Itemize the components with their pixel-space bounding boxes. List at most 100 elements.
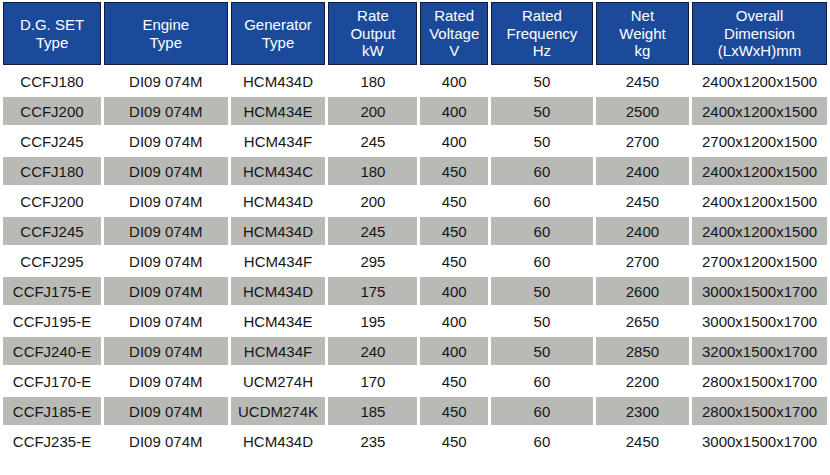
table-cell: 2450 <box>596 427 689 455</box>
table-row: CCFJ235-EDI09 074MHCM434D235450602450300… <box>3 427 827 455</box>
table-cell: 2700 <box>596 247 689 275</box>
table-cell: CCFJ200 <box>3 97 101 125</box>
table-cell: UCM274H <box>231 367 326 395</box>
table-row: CCFJ180DI09 074MHCM434C1804506024002400x… <box>3 157 827 185</box>
table-cell: 3000x1500x1700 <box>692 307 827 335</box>
table-cell: HCM434D <box>231 427 326 455</box>
table-cell: 2400 <box>596 217 689 245</box>
table-cell: 400 <box>420 337 487 365</box>
table-cell: HCM434E <box>231 307 326 335</box>
table-cell: CCFJ180 <box>3 157 101 185</box>
table-cell: 245 <box>328 127 417 155</box>
header-row: D.G. SET Type Engine Type Generator Type… <box>3 2 827 65</box>
table-cell: CCFJ180 <box>3 67 101 95</box>
table-row: CCFJ200DI09 074MHCM434E2004005025002400x… <box>3 97 827 125</box>
table-cell: 2400x1200x1500 <box>692 217 827 245</box>
table-header: D.G. SET Type Engine Type Generator Type… <box>3 2 827 65</box>
table-cell: 50 <box>491 97 593 125</box>
table-cell: 2400x1200x1500 <box>692 187 827 215</box>
table-cell: CCFJ185-E <box>3 397 101 425</box>
table-cell: HCM434D <box>231 67 326 95</box>
table-cell: 235 <box>328 427 417 455</box>
table-cell: DI09 074M <box>104 247 228 275</box>
table-cell: 60 <box>491 157 593 185</box>
table-cell: DI09 074M <box>104 217 228 245</box>
column-header-rated-frequency: Rated Frequency Hz <box>491 2 593 65</box>
table-cell: DI09 074M <box>104 427 228 455</box>
table-cell: 450 <box>420 397 487 425</box>
table-cell: 450 <box>420 247 487 275</box>
table-cell: 3000x1500x1700 <box>692 277 827 305</box>
column-header-net-weight: Net Weight kg <box>596 2 689 65</box>
table-cell: DI09 074M <box>104 337 228 365</box>
table-cell: 50 <box>491 337 593 365</box>
dg-set-spec-table: D.G. SET Type Engine Type Generator Type… <box>0 0 830 457</box>
table-cell: 450 <box>420 187 487 215</box>
table-cell: 240 <box>328 337 417 365</box>
table-cell: 50 <box>491 307 593 335</box>
column-header-generator-type: Generator Type <box>231 2 326 65</box>
table-cell: 185 <box>328 397 417 425</box>
table-cell: DI09 074M <box>104 367 228 395</box>
table-cell: CCFJ200 <box>3 187 101 215</box>
table-cell: 2600 <box>596 277 689 305</box>
table-cell: CCFJ245 <box>3 127 101 155</box>
table-cell: CCFJ175-E <box>3 277 101 305</box>
table-row: CCFJ200DI09 074MHCM434D2004506024502400x… <box>3 187 827 215</box>
table-row: CCFJ295DI09 074MHCM434F2954506027002700x… <box>3 247 827 275</box>
table-cell: 60 <box>491 187 593 215</box>
table-cell: 200 <box>328 187 417 215</box>
table-cell: HCM434D <box>231 187 326 215</box>
table-cell: 2700x1200x1500 <box>692 127 827 155</box>
table-cell: CCFJ295 <box>3 247 101 275</box>
table-cell: 2800x1500x1700 <box>692 397 827 425</box>
table-row: CCFJ195-EDI09 074MHCM434E195400502650300… <box>3 307 827 335</box>
table-cell: 3000x1500x1700 <box>692 427 827 455</box>
table-cell: 2450 <box>596 67 689 95</box>
table-cell: 175 <box>328 277 417 305</box>
table-cell: 450 <box>420 217 487 245</box>
table-row: CCFJ240-EDI09 074MHCM434F240400502850320… <box>3 337 827 365</box>
column-header-rated-voltage: Rated Voltage V <box>420 2 487 65</box>
table-cell: 2400x1200x1500 <box>692 97 827 125</box>
table-cell: HCM434F <box>231 337 326 365</box>
table-cell: 2650 <box>596 307 689 335</box>
table-cell: 450 <box>420 157 487 185</box>
table-cell: HCM434C <box>231 157 326 185</box>
table-cell: DI09 074M <box>104 67 228 95</box>
page: D.G. SET Type Engine Type Generator Type… <box>0 0 830 475</box>
table-cell: 3200x1500x1700 <box>692 337 827 365</box>
table-cell: 195 <box>328 307 417 335</box>
column-header-engine-type: Engine Type <box>104 2 228 65</box>
table-cell: 2700x1200x1500 <box>692 247 827 275</box>
table-cell: 60 <box>491 397 593 425</box>
table-cell: 180 <box>328 67 417 95</box>
table-cell: HCM434F <box>231 127 326 155</box>
table-cell: 2200 <box>596 367 689 395</box>
table-cell: 50 <box>491 127 593 155</box>
table-cell: 2800x1500x1700 <box>692 367 827 395</box>
table-cell: CCFJ170-E <box>3 367 101 395</box>
table-cell: 50 <box>491 277 593 305</box>
table-row: CCFJ245DI09 074MHCM434F2454005027002700x… <box>3 127 827 155</box>
table-cell: 2850 <box>596 337 689 365</box>
table-cell: DI09 074M <box>104 187 228 215</box>
table-cell: UCDM274K <box>231 397 326 425</box>
table-cell: 180 <box>328 157 417 185</box>
table-cell: 400 <box>420 127 487 155</box>
table-cell: 2400x1200x1500 <box>692 157 827 185</box>
table-cell: 400 <box>420 67 487 95</box>
table-cell: 2500 <box>596 97 689 125</box>
table-cell: 50 <box>491 67 593 95</box>
table-cell: 60 <box>491 367 593 395</box>
table-cell: 2400 <box>596 157 689 185</box>
column-header-overall-dimension: Overall Dimension (LxWxH)mm <box>692 2 827 65</box>
table-cell: DI09 074M <box>104 397 228 425</box>
table-row: CCFJ180DI09 074MHCM434D1804005024502400x… <box>3 67 827 95</box>
table-cell: 450 <box>420 427 487 455</box>
table-cell: 400 <box>420 277 487 305</box>
table-cell: HCM434F <box>231 247 326 275</box>
table-cell: 2300 <box>596 397 689 425</box>
table-cell: 170 <box>328 367 417 395</box>
table-cell: HCM434D <box>231 277 326 305</box>
